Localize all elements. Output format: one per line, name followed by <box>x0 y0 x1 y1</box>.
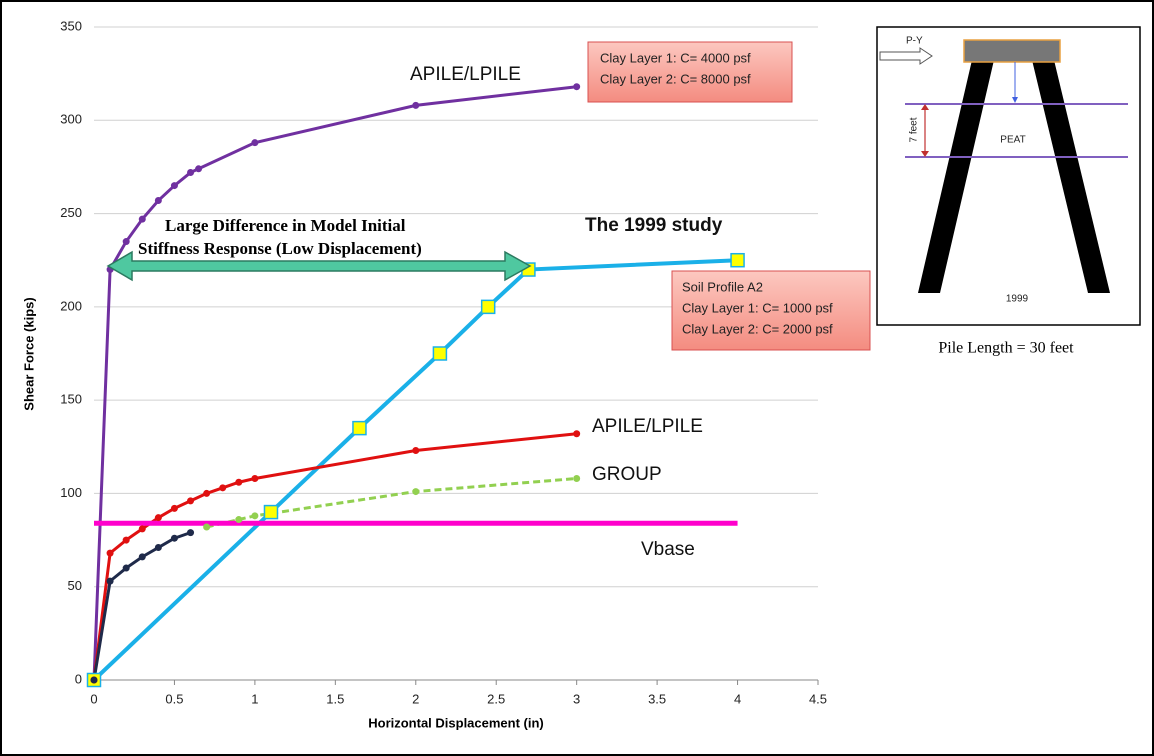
inset-label: P-Y <box>906 36 923 47</box>
point <box>122 238 130 246</box>
x-tick-label: 3.5 <box>648 691 666 706</box>
annotation: Clay Layer 2: C= 8000 psf <box>600 71 751 86</box>
point <box>730 252 745 268</box>
y-tick-label: 350 <box>60 18 82 33</box>
point <box>251 139 259 147</box>
annotation-box <box>587 41 793 103</box>
point <box>412 447 420 455</box>
inset-caption: Pile Length = 30 feet <box>938 340 1074 357</box>
point <box>170 534 178 542</box>
annotation: Clay Layer 1: C= 4000 psf <box>600 50 751 65</box>
point <box>106 549 114 557</box>
point <box>154 544 162 552</box>
point <box>170 504 178 512</box>
y-tick-label: 250 <box>60 205 82 220</box>
annotation: Soil Profile A2 <box>682 279 763 294</box>
y-tick-label: 50 <box>68 578 82 593</box>
inset <box>876 26 1141 326</box>
point <box>90 676 98 684</box>
y-tick-label: 200 <box>60 298 82 313</box>
point <box>122 536 130 544</box>
point <box>263 504 279 520</box>
annotation: Clay Layer 2: C= 2000 psf <box>682 321 833 336</box>
point <box>203 489 211 497</box>
point <box>412 488 420 496</box>
annotation: Clay Layer 1: C= 1000 psf <box>682 300 833 315</box>
annotation: Stiffness Response (Low Displacement) <box>138 239 422 258</box>
point <box>138 553 146 561</box>
annotation: Large Difference in Model Initial <box>165 216 406 235</box>
point <box>187 497 195 505</box>
point <box>235 516 243 524</box>
x-tick-label: 2 <box>412 691 419 706</box>
x-tick-label: 1.5 <box>326 691 344 706</box>
point <box>170 182 178 190</box>
series-label: The 1999 study <box>585 215 723 236</box>
x-tick-label: 2.5 <box>487 691 505 706</box>
inset-label: PEAT <box>1000 135 1025 146</box>
y-tick-label: 100 <box>60 485 82 500</box>
x-tick-label: 4.5 <box>809 691 827 706</box>
x-axis-label: Horizontal Displacement (in) <box>368 715 544 730</box>
difference-arrow <box>106 250 532 282</box>
series-label: Vbase <box>641 539 695 560</box>
point <box>203 523 211 531</box>
point <box>219 484 227 492</box>
point <box>154 514 162 522</box>
point <box>187 529 195 537</box>
plot: 0 50 100 150 200 250 300 350 0 0.5 1 1.5 2 2.5 3 3.5 4 4.… <box>60 18 827 706</box>
inset-label: 7 feet <box>909 117 920 142</box>
y-tick-label: 150 <box>60 392 82 407</box>
x-tick-label: 3 <box>573 691 580 706</box>
x-tick-label: 0.5 <box>165 691 183 706</box>
point <box>187 169 195 177</box>
point <box>352 420 367 436</box>
x-tick-label: 0 <box>90 691 97 706</box>
point <box>138 215 146 223</box>
point <box>154 197 162 205</box>
point <box>106 577 114 585</box>
point <box>195 165 203 173</box>
series-label: APILE/LPILE <box>592 416 703 437</box>
point <box>251 475 259 483</box>
x-tick-label: 4 <box>734 691 741 706</box>
series-label: GROUP <box>592 464 662 485</box>
point <box>412 101 420 109</box>
point <box>138 525 146 533</box>
point <box>432 346 448 361</box>
y-tick-label: 300 <box>60 112 82 127</box>
point <box>251 512 259 520</box>
point <box>480 299 496 315</box>
y-tick-label: 0 <box>75 671 82 686</box>
annotation-box <box>671 270 871 351</box>
point <box>573 430 581 438</box>
series-label: APILE/LPILE <box>410 64 521 85</box>
point <box>573 83 581 91</box>
inset-label: 1999 <box>1006 294 1029 305</box>
point <box>235 478 243 486</box>
x-tick-label: 1 <box>251 691 258 706</box>
point <box>573 475 581 483</box>
y-axis-label: Shear Force (kips) <box>21 297 36 410</box>
point <box>122 564 130 572</box>
